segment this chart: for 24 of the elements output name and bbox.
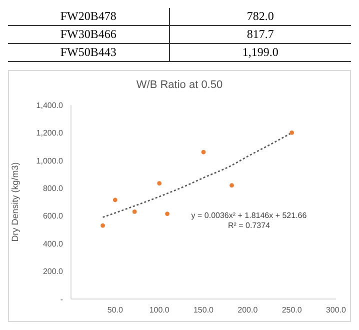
x-tick-label: 200.0 bbox=[238, 306, 258, 315]
y-tick-label: 200.0 bbox=[42, 267, 64, 276]
x-tick-label: 50.0 bbox=[107, 306, 124, 315]
y-tick-label: 1,000.0 bbox=[36, 156, 64, 166]
x-tick-label: 100.0 bbox=[149, 306, 170, 315]
x-tick-label: 150.0 bbox=[193, 306, 214, 315]
annotation: R² = 0.7374 bbox=[226, 221, 272, 232]
y-axis-title: Dry Density (kg/m3) bbox=[10, 162, 20, 242]
y-tick-label: 600.0 bbox=[42, 212, 64, 221]
text: FW30B466 bbox=[8, 26, 170, 44]
y-tick-label: 400.0 bbox=[42, 239, 64, 248]
text: 782.0 bbox=[246, 8, 275, 25]
y-tick-label: - bbox=[60, 294, 64, 304]
text: 1,199.0 bbox=[241, 44, 280, 61]
text: FW50B443 bbox=[8, 44, 170, 62]
annotation: y = 0.0036x² + 1.8146x + 521.66 bbox=[190, 211, 308, 222]
text: FW20B478 bbox=[8, 8, 170, 26]
y-tick-label: 800.0 bbox=[42, 184, 64, 193]
chart-title: W/B Ratio at 0.50 bbox=[135, 79, 224, 91]
x-tick-label: 300.0 bbox=[326, 306, 347, 315]
y-tick-label: 1,200.0 bbox=[36, 128, 64, 138]
y-tick-label: 1,400.0 bbox=[36, 100, 64, 110]
x-tick-label: 250.0 bbox=[282, 306, 302, 315]
text: 817.7 bbox=[246, 26, 275, 43]
